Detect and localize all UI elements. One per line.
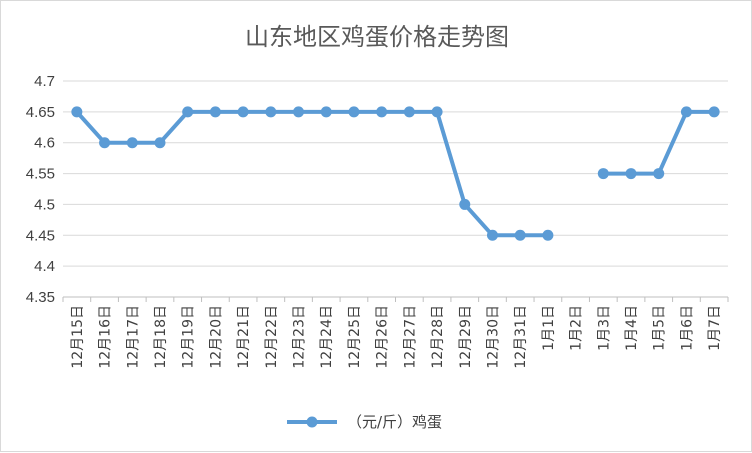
y-tick-label: 4.6 — [34, 135, 55, 152]
x-tick-label: 12月15日 — [70, 305, 86, 369]
x-tick-label: 12月22日 — [264, 305, 280, 369]
data-point — [431, 106, 443, 118]
y-tick-label: 4.35 — [26, 289, 55, 306]
data-point — [459, 198, 471, 210]
x-tick-label: 12月27日 — [402, 305, 418, 369]
y-tick-label: 4.55 — [26, 166, 55, 183]
data-point — [99, 137, 111, 149]
y-tick-label: 4.45 — [26, 227, 55, 244]
x-tick-label: 12月21日 — [236, 305, 252, 369]
legend: （元/斤）鸡蛋 — [287, 413, 442, 431]
x-tick-label: 1月3日 — [596, 305, 612, 351]
x-tick-label: 12月31日 — [513, 305, 529, 369]
x-tick-label: 1月1日 — [541, 305, 557, 351]
x-tick-label: 12月30日 — [485, 305, 501, 369]
x-tick-label: 12月23日 — [292, 305, 308, 369]
data-point — [486, 229, 498, 241]
x-tick-label: 1月2日 — [569, 305, 585, 351]
data-point — [293, 106, 305, 118]
data-point — [680, 106, 692, 118]
x-tick-label: 12月25日 — [347, 305, 363, 369]
data-point — [653, 168, 665, 180]
x-tick-label: 12月29日 — [458, 305, 474, 369]
x-tick-label: 1月5日 — [652, 305, 668, 351]
data-point — [708, 106, 720, 118]
chart-title: 山东地区鸡蛋价格走势图 — [245, 23, 509, 51]
x-tick-label: 12月16日 — [98, 305, 114, 369]
x-tick-label: 12月18日 — [153, 305, 169, 369]
x-tick-label: 12月24日 — [319, 305, 335, 369]
x-tick-label: 12月17日 — [125, 305, 141, 369]
legend-marker — [306, 416, 318, 428]
y-tick-label: 4.65 — [26, 104, 55, 121]
x-tick-label: 1月7日 — [707, 305, 723, 351]
data-point — [126, 137, 138, 149]
data-point — [542, 229, 554, 241]
data-point — [376, 106, 388, 118]
data-point — [320, 106, 332, 118]
data-point — [182, 106, 194, 118]
data-point — [71, 106, 83, 118]
legend-label: （元/斤）鸡蛋 — [347, 413, 442, 431]
x-tick-label: 12月19日 — [181, 305, 197, 369]
data-point — [348, 106, 360, 118]
data-point — [237, 106, 249, 118]
x-axis: 12月15日 12月16日 12月17日 12月18日 12月19日 12月20日 12月2… — [62, 296, 729, 369]
data-point — [597, 168, 609, 180]
data-point — [514, 229, 526, 241]
y-axis-ticks: 4.35 4.4 4.45 4.5 4.55 4.6 4.65 4.7 — [26, 73, 55, 306]
data-point — [403, 106, 415, 118]
data-point — [265, 106, 277, 118]
x-tick-label: 1月6日 — [679, 305, 695, 351]
data-point — [625, 168, 637, 180]
series-group — [71, 106, 720, 241]
y-tick-label: 4.4 — [34, 258, 55, 275]
data-point — [154, 137, 166, 149]
x-tick-label: 12月28日 — [430, 305, 446, 369]
x-tick-label: 12月20日 — [208, 305, 224, 369]
y-tick-label: 4.7 — [34, 73, 55, 90]
x-tick-label: 1月4日 — [624, 305, 640, 351]
y-tick-label: 4.5 — [34, 196, 55, 213]
data-point — [209, 106, 221, 118]
x-tick-label: 12月26日 — [375, 305, 391, 369]
